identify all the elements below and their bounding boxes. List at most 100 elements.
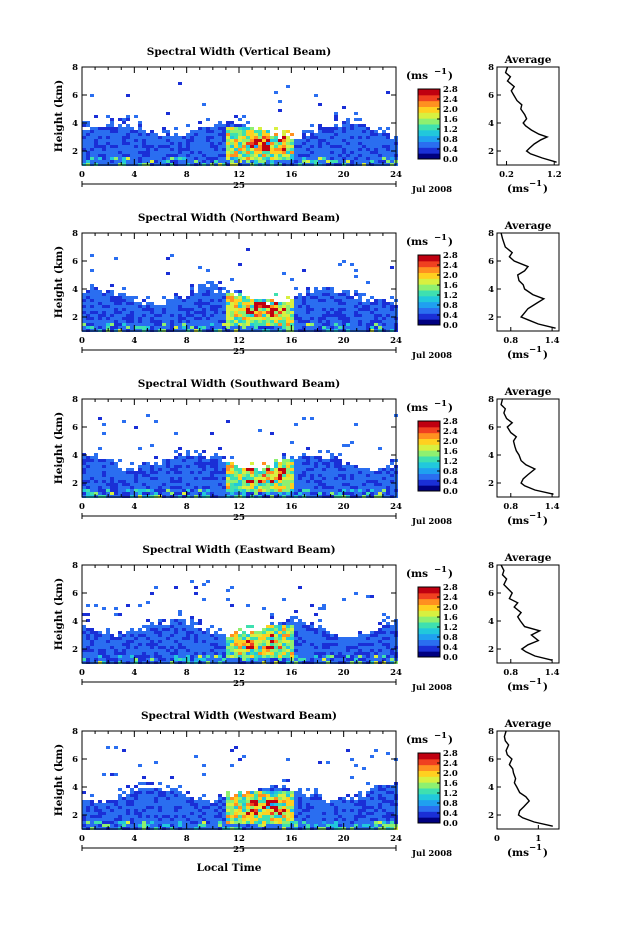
- heatmap-cell: [350, 311, 354, 314]
- heatmap-cell: [126, 809, 130, 812]
- heatmap-cell: [338, 326, 342, 329]
- heatmap-cell: [82, 139, 86, 142]
- heatmap-cell: [266, 139, 270, 142]
- heatmap-cell: [110, 474, 114, 477]
- heatmap-cell: [150, 782, 154, 785]
- heatmap-cell: [90, 456, 94, 459]
- average-x-tick-label: 0.2: [499, 170, 514, 180]
- heatmap-cell: [154, 465, 158, 468]
- heatmap-cell: [158, 468, 162, 471]
- heatmap-cell: [326, 142, 330, 145]
- heatmap-cell: [178, 643, 182, 646]
- heatmap-cell: [334, 646, 338, 649]
- heatmap-cell: [206, 317, 210, 320]
- heatmap-cell: [310, 133, 314, 136]
- heatmap-cell: [230, 121, 234, 124]
- heatmap-cell: [190, 459, 194, 462]
- heatmap-cell: [158, 797, 162, 800]
- heatmap-cell: [390, 320, 394, 323]
- heatmap-cell: [346, 658, 350, 661]
- heatmap-cell: [282, 658, 286, 661]
- heatmap-cell: [206, 462, 210, 465]
- heatmap-cell: [154, 625, 158, 628]
- heatmap-cell: [138, 794, 142, 797]
- heatmap-cell: [174, 815, 178, 818]
- heatmap-cell: [190, 317, 194, 320]
- average-y-tick-label: 2: [488, 147, 494, 157]
- heatmap-cell: [214, 305, 218, 308]
- heatmap-cell: [134, 151, 138, 154]
- heatmap-cell: [146, 317, 150, 320]
- colorbar-band: [418, 645, 440, 652]
- heatmap-cell: [306, 483, 310, 486]
- heatmap-cell: [210, 133, 214, 136]
- heatmap-cell: [194, 151, 198, 154]
- heatmap-cell: [230, 326, 234, 329]
- heatmap-cell: [82, 314, 86, 317]
- heatmap-cell: [122, 812, 126, 815]
- heatmap-cell: [302, 637, 306, 640]
- heatmap-cell: [326, 326, 330, 329]
- heatmap-cell: [282, 160, 286, 163]
- heatmap-cell: [314, 136, 318, 139]
- heatmap-cell: [314, 465, 318, 468]
- heatmap-cell: [102, 296, 106, 299]
- heatmap-cell: [130, 815, 134, 818]
- heatmap-cell: [238, 314, 242, 317]
- heatmap-cell: [114, 302, 118, 305]
- heatmap-cell: [282, 625, 286, 628]
- heatmap-cell: [378, 299, 382, 302]
- heatmap-cell: [150, 151, 154, 154]
- heatmap-cell: [234, 157, 238, 160]
- heatmap-cell: [206, 269, 210, 272]
- heatmap-cell: [358, 136, 362, 139]
- heatmap-cell: [86, 628, 90, 631]
- heatmap-cell: [366, 646, 370, 649]
- heatmap-cell: [354, 474, 358, 477]
- heatmap-cell: [302, 326, 306, 329]
- heatmap-cell: [182, 302, 186, 305]
- heatmap-cell: [290, 625, 294, 628]
- heatmap-cell: [266, 625, 270, 628]
- heatmap-cell: [126, 477, 130, 480]
- heatmap-cell: [230, 492, 234, 495]
- heatmap-cell: [178, 453, 182, 456]
- heatmap-cell: [350, 299, 354, 302]
- heatmap-cell: [194, 806, 198, 809]
- heatmap-cell: [194, 136, 198, 139]
- heatmap-cell: [170, 791, 174, 794]
- heatmap-cell: [314, 311, 318, 314]
- heatmap-cell: [258, 151, 262, 154]
- heatmap-cell: [346, 317, 350, 320]
- heatmap-cell: [314, 477, 318, 480]
- heatmap-cell: [290, 133, 294, 136]
- heatmap-cell: [170, 462, 174, 465]
- heatmap-cell: [102, 821, 106, 824]
- heatmap-cell: [298, 139, 302, 142]
- heatmap-cell: [358, 157, 362, 160]
- heatmap-cell: [222, 136, 226, 139]
- heatmap-cell: [302, 148, 306, 151]
- heatmap-cell: [386, 323, 390, 326]
- heatmap-cell: [110, 643, 114, 646]
- heatmap-cell: [126, 130, 130, 133]
- heatmap-cell: [334, 649, 338, 652]
- heatmap-cell: [142, 625, 146, 628]
- heatmap-cell: [142, 631, 146, 634]
- heatmap-cell: [142, 812, 146, 815]
- heatmap-cell: [154, 586, 158, 589]
- heatmap-cell: [266, 317, 270, 320]
- heatmap-cell: [290, 148, 294, 151]
- heatmap-cell: [322, 489, 326, 492]
- heatmap-cell: [222, 323, 226, 326]
- heatmap-cell: [330, 154, 334, 157]
- heatmap-cell: [322, 477, 326, 480]
- heatmap-cell: [102, 773, 106, 776]
- heatmap-cell: [142, 655, 146, 658]
- heatmap-cell: [270, 622, 274, 625]
- heatmap-cell: [110, 489, 114, 492]
- heatmap-cell: [354, 127, 358, 130]
- colorbar-unit-close: ): [448, 236, 453, 248]
- heatmap-cell: [154, 649, 158, 652]
- heatmap-cell: [254, 130, 258, 133]
